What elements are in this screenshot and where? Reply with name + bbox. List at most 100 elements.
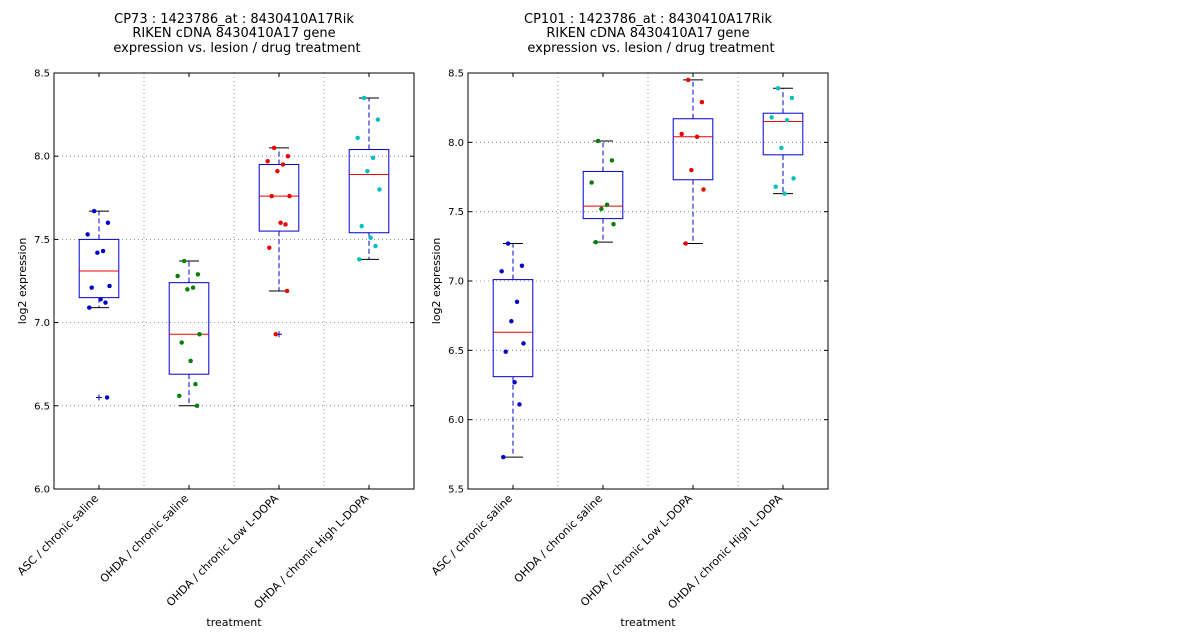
data-point bbox=[271, 145, 277, 151]
data-point bbox=[784, 117, 790, 123]
data-point bbox=[177, 393, 182, 399]
chart-title-line-3: expression vs. lesion / drug treatment bbox=[527, 41, 774, 56]
data-point bbox=[595, 138, 601, 144]
data-point bbox=[89, 285, 94, 290]
data-point bbox=[589, 180, 594, 185]
y-tick-label: 7.0 bbox=[34, 318, 50, 329]
y-axis-label: log2 expression bbox=[430, 238, 443, 325]
data-point bbox=[769, 115, 774, 120]
y-tick-label: 7.5 bbox=[34, 235, 50, 246]
box-iqr bbox=[78, 238, 120, 299]
data-point bbox=[179, 340, 184, 345]
data-point bbox=[683, 241, 688, 246]
data-point bbox=[593, 239, 598, 245]
data-point bbox=[103, 300, 108, 305]
data-point bbox=[779, 145, 784, 151]
data-point bbox=[197, 331, 202, 337]
data-point bbox=[87, 305, 92, 310]
data-point bbox=[284, 288, 290, 294]
data-point bbox=[509, 318, 514, 324]
data-point bbox=[361, 95, 367, 101]
data-point bbox=[782, 191, 787, 196]
data-point bbox=[604, 202, 610, 207]
box-plots bbox=[492, 77, 804, 460]
box-iqr bbox=[492, 279, 534, 378]
y-tick-label: 7.0 bbox=[448, 277, 464, 288]
chart-title-line-3: expression vs. lesion / drug treatment bbox=[113, 41, 360, 56]
y-tick-label: 8.5 bbox=[34, 69, 50, 80]
data-point bbox=[275, 168, 280, 174]
data-point bbox=[280, 162, 286, 167]
y-tick-label: 8.0 bbox=[448, 138, 464, 149]
data-point bbox=[377, 187, 382, 192]
data-point bbox=[175, 273, 180, 279]
data-point bbox=[283, 222, 288, 227]
data-point bbox=[370, 155, 376, 161]
grid-lines bbox=[54, 73, 414, 489]
y-tick-label: 6.0 bbox=[448, 415, 464, 426]
data-point bbox=[355, 135, 360, 141]
y-axis-ticks: 5.5 6.0 6.5 7.0 7.5 8.0 8.5 bbox=[448, 69, 828, 496]
data-point bbox=[98, 297, 103, 302]
data-point bbox=[357, 257, 362, 262]
data-point bbox=[685, 77, 691, 83]
data-point bbox=[91, 208, 97, 214]
data-point bbox=[512, 379, 517, 385]
box-plot bbox=[168, 260, 210, 407]
data-point bbox=[185, 287, 190, 292]
box-iqr bbox=[762, 112, 804, 156]
data-point bbox=[368, 235, 373, 240]
box-plot bbox=[672, 79, 714, 245]
data-point bbox=[269, 193, 274, 199]
box-plot bbox=[582, 140, 624, 243]
y-tick-label: 6.0 bbox=[34, 485, 50, 496]
plot-frame bbox=[53, 72, 415, 490]
box-plot bbox=[78, 210, 120, 401]
box-plots bbox=[78, 95, 390, 409]
data-point bbox=[514, 299, 520, 305]
data-point bbox=[375, 117, 381, 122]
y-tick-label: 6.5 bbox=[448, 346, 464, 357]
data-point bbox=[285, 153, 291, 159]
data-point bbox=[195, 272, 201, 277]
box-iqr bbox=[582, 170, 624, 220]
y-tick-label: 8.5 bbox=[448, 69, 464, 80]
data-point bbox=[107, 283, 112, 289]
chart-title-line-2: RIKEN cDNA 8430410A17 gene bbox=[546, 26, 749, 41]
data-point bbox=[611, 221, 616, 227]
box-iqr bbox=[258, 164, 300, 232]
data-point bbox=[181, 258, 187, 264]
y-axis-label: log2 expression bbox=[16, 238, 29, 325]
data-point bbox=[789, 95, 795, 101]
data-point bbox=[104, 395, 110, 400]
data-point bbox=[521, 341, 526, 346]
data-point bbox=[278, 220, 283, 226]
data-point bbox=[265, 158, 270, 164]
x-axis-label: treatment bbox=[206, 616, 262, 629]
chart-title-line-1: CP73 : 1423786_at : 8430410A17Rik bbox=[114, 12, 354, 27]
chart-title-line-2: RIKEN cDNA 8430410A17 gene bbox=[132, 26, 335, 41]
data-point bbox=[609, 158, 615, 163]
chart-title-line-1: CP101 : 1423786_at : 8430410A17Rik bbox=[524, 12, 772, 27]
y-axis-ticks: 6.0 6.5 7.0 7.5 8.0 8.5 bbox=[34, 69, 414, 496]
grid-lines bbox=[468, 73, 828, 489]
data-point bbox=[194, 403, 200, 409]
box-iqr bbox=[168, 282, 210, 375]
data-point bbox=[519, 263, 525, 268]
y-tick-label: 6.5 bbox=[34, 401, 50, 412]
data-point bbox=[517, 402, 522, 407]
box-iqr bbox=[348, 149, 390, 234]
data-point bbox=[791, 176, 796, 181]
data-point bbox=[287, 193, 292, 199]
data-point bbox=[679, 131, 684, 137]
data-point bbox=[359, 223, 364, 229]
data-point bbox=[689, 167, 694, 173]
y-tick-label: 7.5 bbox=[448, 207, 464, 218]
data-point bbox=[365, 168, 370, 174]
x-axis-label: treatment bbox=[620, 616, 676, 629]
data-point bbox=[267, 245, 272, 250]
data-point bbox=[499, 269, 504, 274]
data-point bbox=[373, 243, 378, 249]
data-point bbox=[701, 187, 706, 192]
